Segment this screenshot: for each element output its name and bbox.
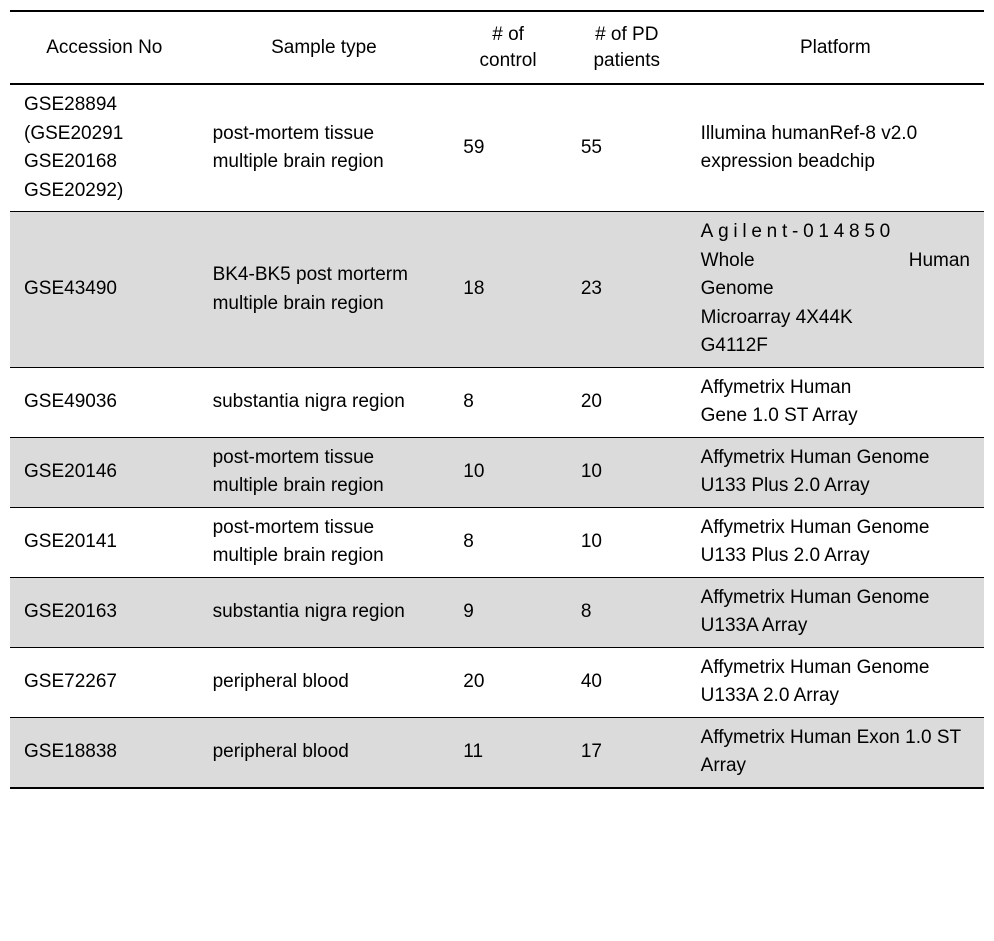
cell-pd: 17 (567, 717, 687, 788)
cell-pd: 20 (567, 367, 687, 437)
cell-control: 20 (449, 647, 567, 717)
cell-sample: post-mortem tissue multiple brain region (199, 437, 450, 507)
cell-accession: GSE43490 (10, 212, 199, 368)
cell-pd: 55 (567, 84, 687, 212)
cell-control: 18 (449, 212, 567, 368)
cell-platform: Affymetrix Human Exon 1.0 ST Array (687, 717, 984, 788)
cell-accession: GSE18838 (10, 717, 199, 788)
platform-line: Whole Human (701, 247, 970, 276)
cell-sample: post-mortem tissue multiple brain region (199, 507, 450, 577)
header-platform: Platform (687, 11, 984, 84)
cell-sample: post-mortem tissue multiple brain region (199, 84, 450, 212)
cell-control: 8 (449, 367, 567, 437)
geo-datasets-table: Accession No Sample type # of control # … (10, 10, 984, 789)
header-accession: Accession No (10, 11, 199, 84)
cell-control: 11 (449, 717, 567, 788)
platform-line: Agilent-014850 (701, 218, 970, 247)
cell-pd: 40 (567, 647, 687, 717)
cell-platform: Illumina humanRef-8 v2.0 expression bead… (687, 84, 984, 212)
cell-accession: GSE20141 (10, 507, 199, 577)
header-control: # of control (449, 11, 567, 84)
cell-accession: GSE20163 (10, 577, 199, 647)
cell-platform: Affymetrix Human Genome U133A Array (687, 577, 984, 647)
table-row: GSE20163substantia nigra region98Affymet… (10, 577, 984, 647)
table-header-row: Accession No Sample type # of control # … (10, 11, 984, 84)
cell-pd: 10 (567, 437, 687, 507)
cell-platform: Agilent-014850Whole HumanGenomeMicroarra… (687, 212, 984, 368)
header-pd: # of PD patients (567, 11, 687, 84)
cell-accession: GSE28894 (GSE20291 GSE20168 GSE20292) (10, 84, 199, 212)
table-row: GSE20141post-mortem tissue multiple brai… (10, 507, 984, 577)
table-row: GSE18838peripheral blood1117Affymetrix H… (10, 717, 984, 788)
platform-line: G4112F (701, 332, 970, 361)
cell-pd: 23 (567, 212, 687, 368)
cell-sample: substantia nigra region (199, 367, 450, 437)
table-row: GSE20146post-mortem tissue multiple brai… (10, 437, 984, 507)
table-body: GSE28894 (GSE20291 GSE20168 GSE20292)pos… (10, 84, 984, 788)
table-row: GSE49036substantia nigra region820Affyme… (10, 367, 984, 437)
cell-platform: Affymetrix Human Genome U133A 2.0 Array (687, 647, 984, 717)
cell-sample: BK4-BK5 post morterm multiple brain regi… (199, 212, 450, 368)
cell-platform: Affymetrix Human Genome U133 Plus 2.0 Ar… (687, 437, 984, 507)
cell-accession: GSE72267 (10, 647, 199, 717)
cell-sample: substantia nigra region (199, 577, 450, 647)
platform-line: Genome (701, 275, 970, 304)
cell-control: 8 (449, 507, 567, 577)
table-row: GSE72267peripheral blood2040Affymetrix H… (10, 647, 984, 717)
cell-control: 9 (449, 577, 567, 647)
cell-platform: Affymetrix Human Gene 1.0 ST Array (687, 367, 984, 437)
cell-pd: 8 (567, 577, 687, 647)
table-row: GSE43490BK4-BK5 post morterm multiple br… (10, 212, 984, 368)
cell-control: 59 (449, 84, 567, 212)
cell-sample: peripheral blood (199, 717, 450, 788)
platform-line: Microarray 4X44K (701, 304, 970, 333)
cell-pd: 10 (567, 507, 687, 577)
cell-sample: peripheral blood (199, 647, 450, 717)
cell-control: 10 (449, 437, 567, 507)
cell-accession: GSE49036 (10, 367, 199, 437)
cell-platform: Affymetrix Human Genome U133 Plus 2.0 Ar… (687, 507, 984, 577)
table-row: GSE28894 (GSE20291 GSE20168 GSE20292)pos… (10, 84, 984, 212)
header-sample: Sample type (199, 11, 450, 84)
cell-accession: GSE20146 (10, 437, 199, 507)
